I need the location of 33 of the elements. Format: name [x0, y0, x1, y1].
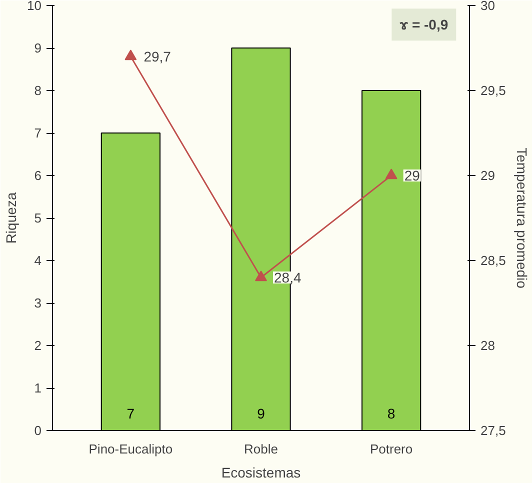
y2-tick-label: 28: [480, 338, 495, 353]
point: [124, 50, 137, 60]
y2-tick-label: 28,5: [480, 253, 506, 268]
data-label: 9: [257, 406, 266, 422]
y2-tick-label: 29: [480, 168, 495, 183]
point: [255, 270, 267, 282]
y-tick-label: 10: [27, 0, 42, 13]
y-tick-label: 0: [34, 423, 42, 438]
y-tick-label: 7: [34, 126, 42, 140]
y-tick-label: 5: [34, 210, 42, 226]
y-tick-label: 9: [34, 40, 42, 56]
point: [385, 168, 398, 180]
y-axis-title: Riqueza: [3, 192, 20, 244]
y-tick-label: 8: [34, 83, 42, 98]
y-tick-label: 1: [34, 380, 42, 396]
data-label: 8: [387, 406, 396, 422]
data-label: 7: [126, 406, 135, 422]
y2-tick-label: 29,5: [480, 83, 506, 98]
annotation: ɤ = -0,9: [400, 16, 448, 33]
y2-tick-label: 30: [480, 0, 495, 13]
data-label: 29: [404, 168, 420, 184]
x-tick-label: Pino-Eucalipto: [88, 442, 173, 456]
y-tick-label: 4: [34, 253, 42, 268]
y2-axis-title: Temperatura promedio: [514, 148, 530, 289]
x-axis-title: Ecosistemas: [221, 464, 301, 480]
y-tick-label: 6: [34, 168, 42, 183]
data-label: 29,7: [144, 48, 172, 64]
y-tick-label: 3: [34, 296, 42, 310]
y2-tick-label: 27,5: [480, 423, 506, 438]
x-tick-label: Potrero: [370, 442, 413, 456]
x-tick-label: Roble: [244, 442, 278, 456]
y-tick-label: 2: [34, 338, 42, 353]
data-label: 28,4: [274, 270, 302, 286]
